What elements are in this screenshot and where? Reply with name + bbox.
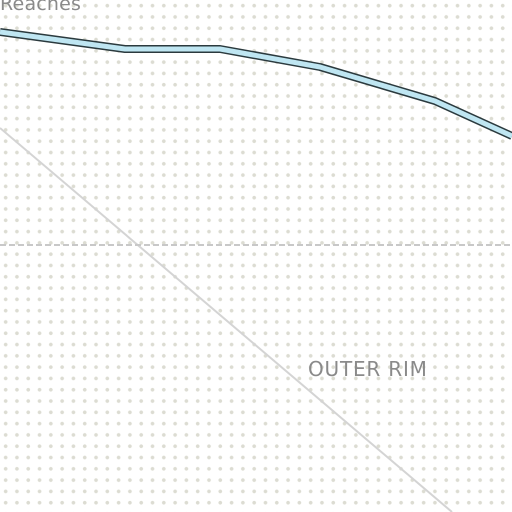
hyperspace-route-outline	[0, 28, 512, 140]
hyperspace-route[interactable]	[0, 29, 512, 139]
region-label-partial: Reaches	[0, 0, 82, 15]
region-label-outer-rim: OUTER RIM	[308, 357, 428, 381]
sector-boundary-line	[0, 127, 453, 512]
